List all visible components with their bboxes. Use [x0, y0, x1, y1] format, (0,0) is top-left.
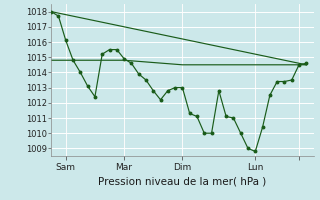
X-axis label: Pression niveau de la mer( hPa ): Pression niveau de la mer( hPa ) [98, 176, 267, 186]
